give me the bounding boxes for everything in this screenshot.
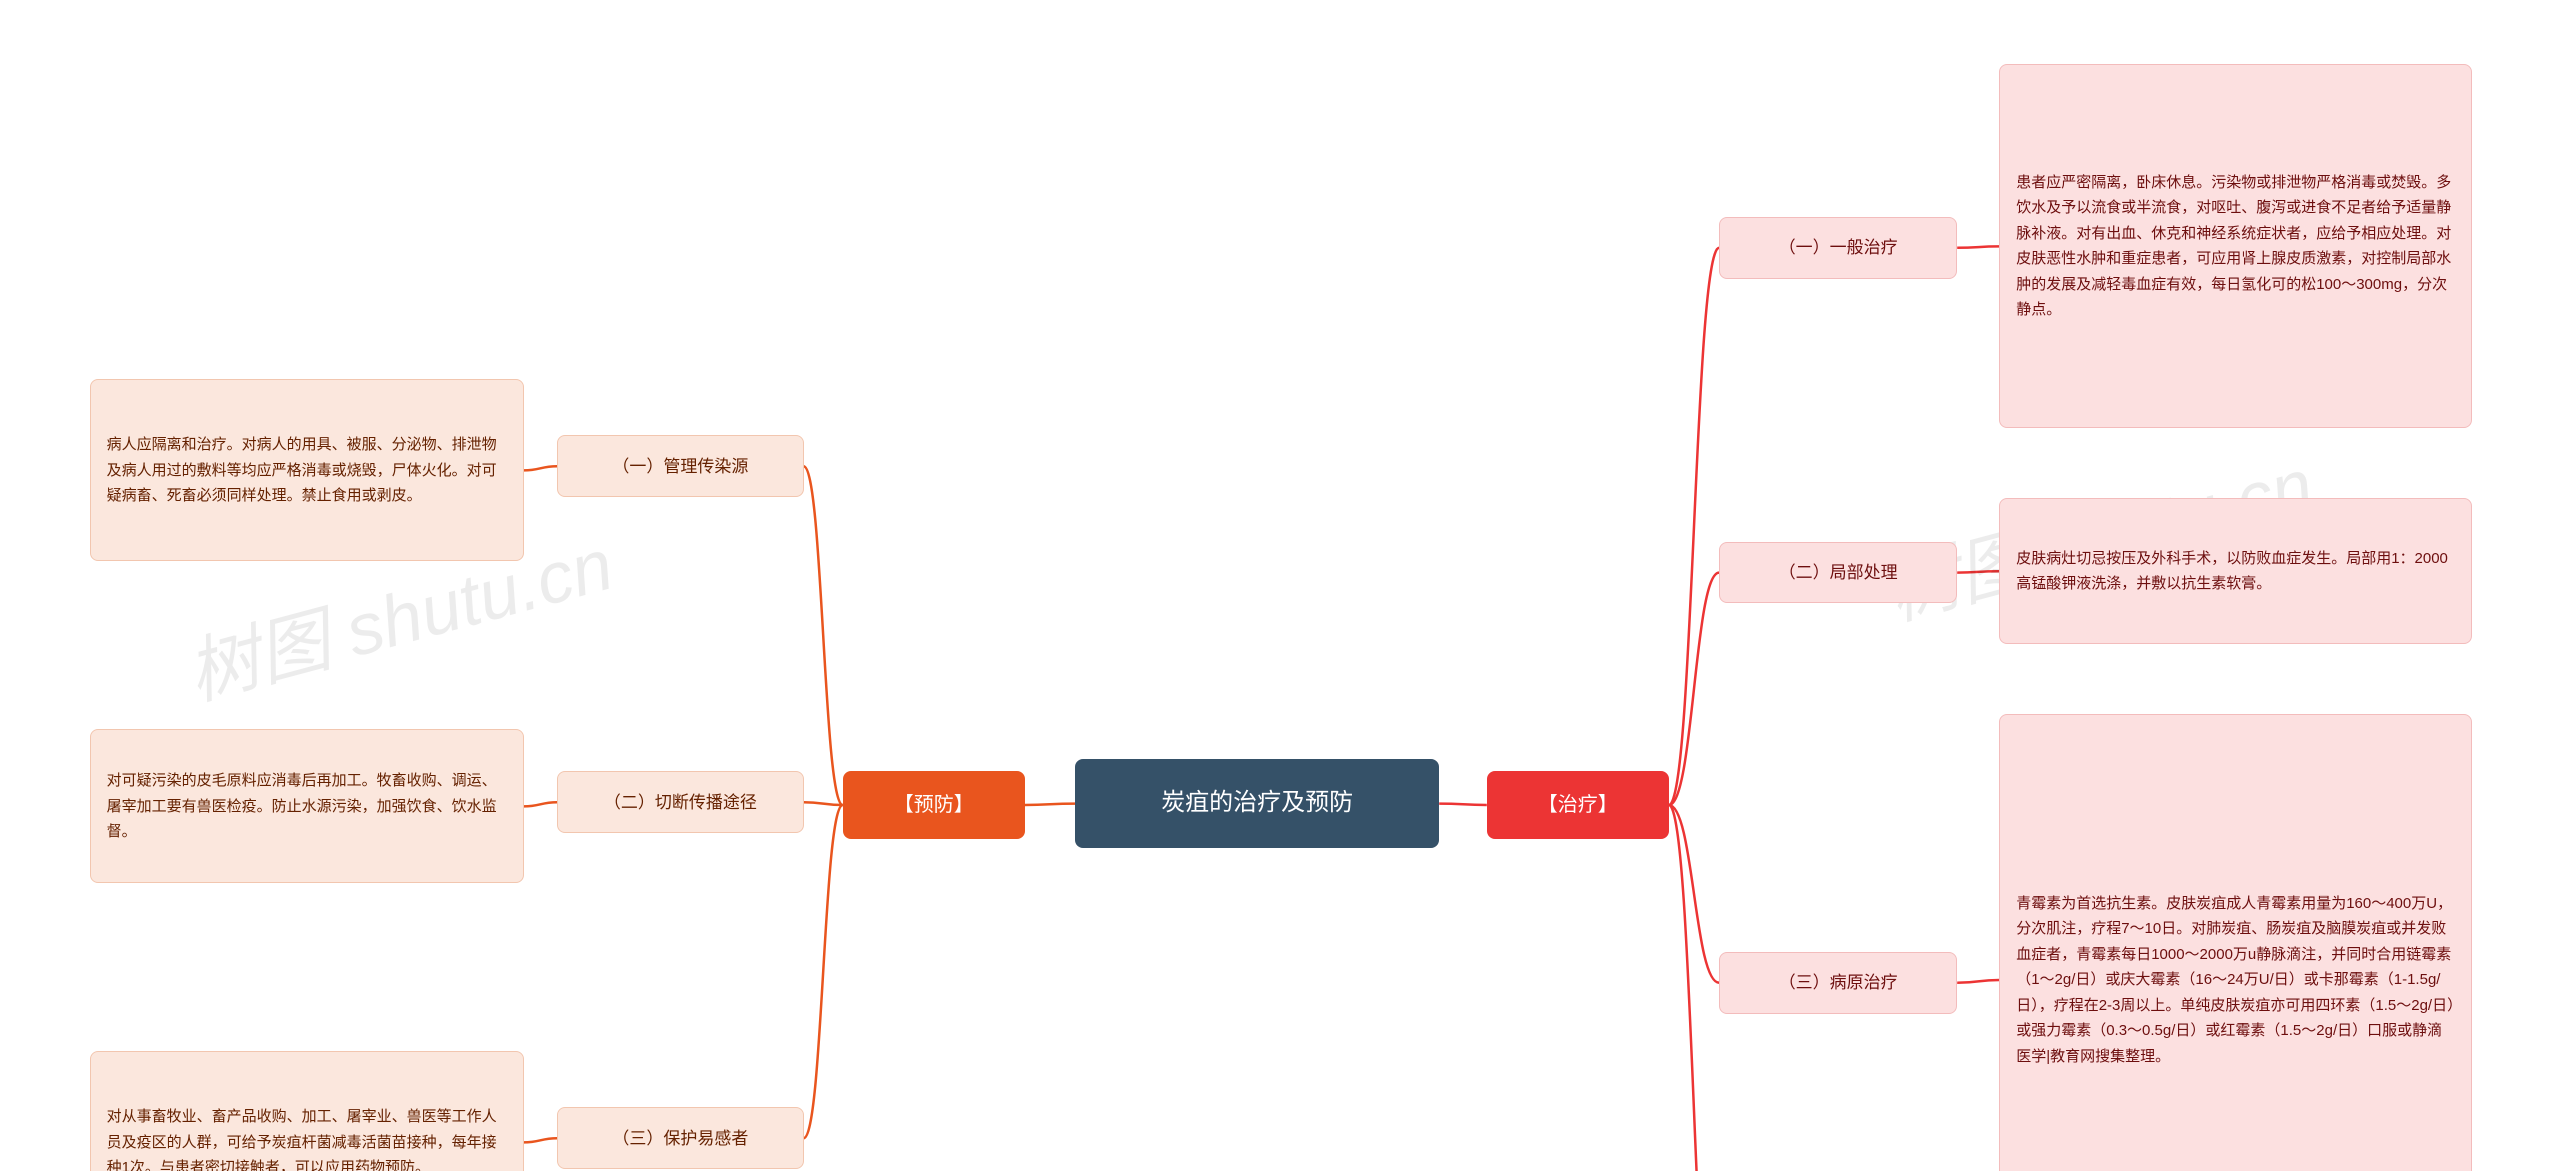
prevention-detail-2: 对可疑污染的皮毛原料应消毒后再加工。牧畜收购、调运、屠宰加工要有兽医检疫。防止水…: [90, 729, 524, 883]
treatment-sub-3: （三）病原治疗: [1719, 952, 1957, 1014]
treatment-detail-3: 青霉素为首选抗生素。皮肤炭疽成人青霉素用量为160～400万U，分次肌注，疗程7…: [1999, 714, 2472, 1171]
prevention-sub-2: （二）切断传播途径: [557, 771, 803, 833]
root-node: 炭疽的治疗及预防: [1075, 759, 1439, 849]
branch-prevention: 【预防】: [843, 771, 1025, 838]
mindmap-canvas: 树图 shutu.cn 树图 shutu.cn 炭疽的治疗及预防 【预防】 【治…: [0, 0, 2560, 1171]
treatment-detail-2: 皮肤病灶切忌按压及外科手术，以防败血症发生。局部用1：2000高锰酸钾液洗涤，并…: [1999, 498, 2472, 644]
prevention-detail-1: 病人应隔离和治疗。对病人的用具、被服、分泌物、排泄物及病人用过的敷料等均应严格消…: [90, 379, 524, 561]
branch-treatment: 【治疗】: [1487, 771, 1669, 838]
prevention-sub-1: （一）管理传染源: [557, 435, 803, 497]
treatment-sub-2: （二）局部处理: [1719, 542, 1957, 604]
prevention-sub-3: （三）保护易感者: [557, 1107, 803, 1169]
prevention-detail-3: 对从事畜牧业、畜产品收购、加工、屠宰业、兽医等工作人员及疫区的人群，可给予炭疽杆…: [90, 1051, 524, 1171]
treatment-detail-1: 患者应严密隔离，卧床休息。污染物或排泄物严格消毒或焚毁。多饮水及予以流食或半流食…: [1999, 64, 2472, 428]
treatment-sub-1: （一）一般治疗: [1719, 217, 1957, 279]
